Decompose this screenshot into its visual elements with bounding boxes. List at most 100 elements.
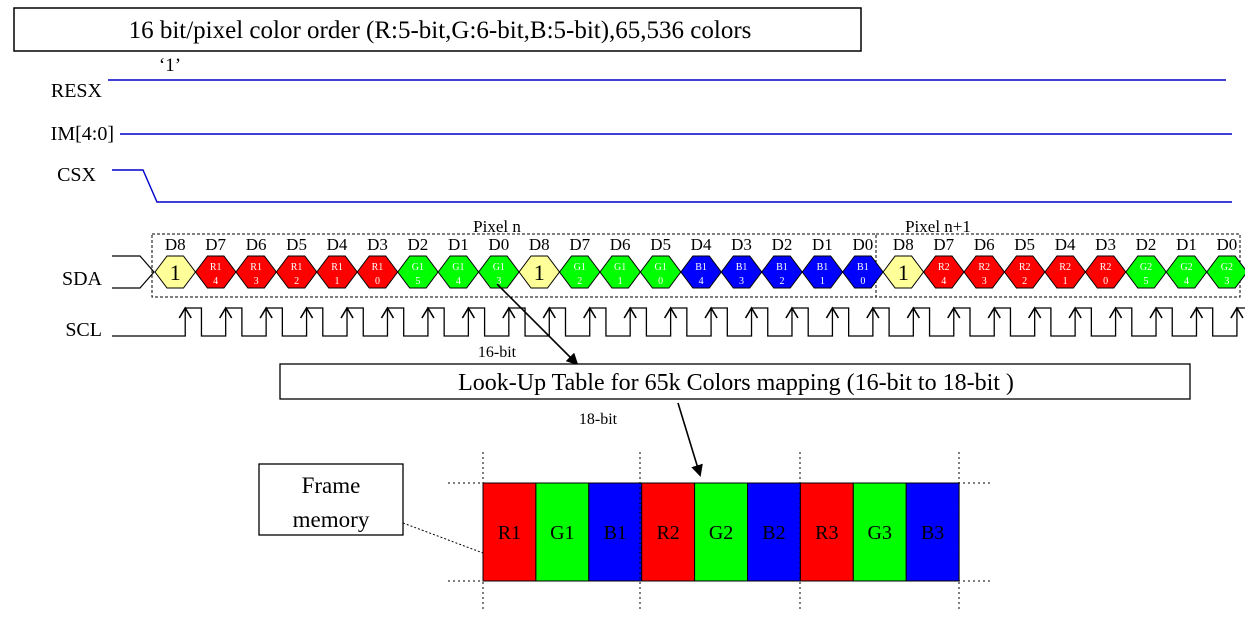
bit-label: D7 (205, 235, 226, 254)
sda-cell: G10 (639, 255, 682, 289)
sda-cell: R10 (356, 255, 399, 289)
bit-label: D3 (367, 235, 388, 254)
sda-cell-shape (1206, 255, 1245, 289)
bit-label: D5 (1014, 235, 1035, 254)
scl-waveform (112, 306, 1245, 337)
sda-cell: 1 (882, 255, 925, 289)
sda-cell: R23 (963, 255, 1006, 289)
frame-memory-connector (402, 522, 484, 554)
frame-memory-cell-label: R3 (815, 522, 838, 544)
bit-label: D3 (731, 235, 752, 254)
sda-cell-label: G1 (452, 262, 464, 273)
bit-label: D8 (893, 235, 914, 254)
sda-cell-bit-index: 4 (699, 276, 704, 287)
sda-cell-label: G2 (1180, 262, 1192, 273)
bit-labels: D8 D7 D6 D5 D4 D3 D2 D1 D0 D8 D7 D6 D5 D4 D3 D2 D1 D0 D8 D7… (165, 235, 1237, 254)
frame-memory-cell-label: B2 (762, 522, 785, 544)
bit-label: D1 (812, 235, 833, 254)
sda-cell-bit-index: 3 (1224, 276, 1229, 287)
bit-label: D6 (974, 235, 995, 254)
frame-memory-cell: B1 (588, 482, 643, 582)
sda-cell: B14 (680, 255, 722, 289)
sda-cell: B11 (801, 255, 844, 289)
sda-cell-label: G1 (493, 262, 505, 273)
sda-cell-bit-index: 5 (1144, 276, 1149, 287)
sda-cell-label: G1 (574, 262, 586, 273)
sda-cell: G23 (1206, 255, 1245, 289)
sda-cell: R12 (275, 255, 318, 289)
sda-cell: G11 (599, 255, 642, 289)
bit-label: D5 (650, 235, 671, 254)
bit-label: D2 (1136, 235, 1157, 254)
bit-label: D1 (448, 235, 469, 254)
sda-cell-bit-index: 4 (1184, 276, 1189, 287)
sda-cell-label: 1 (898, 260, 909, 285)
sda-cell-bit-index: 4 (941, 276, 946, 287)
sda-cell-label: B1 (857, 262, 869, 273)
diagram-title: 16 bit/pixel color order (R:5-bit,G:6-bi… (129, 17, 752, 44)
sda-cell-label: B1 (736, 262, 748, 273)
frame-memory-box: Frame memory (258, 463, 404, 536)
bit-label: D4 (1055, 235, 1076, 254)
lut-box: Look-Up Table for 65k Colors mapping (16… (279, 363, 1191, 400)
frame-memory-cell: G3 (852, 482, 907, 582)
bit-label: D0 (488, 235, 509, 254)
sda-cell: R24 (922, 255, 965, 289)
label-16bit: 16-bit (478, 344, 517, 361)
frame-memory-cell-label: G3 (868, 522, 892, 544)
sda-cell-label: R2 (1100, 262, 1112, 273)
sda-cell-label: G1 (614, 262, 626, 273)
pixel-n1-label: Pixel n+1 (905, 217, 971, 236)
frame-memory-cell: B3 (905, 482, 960, 582)
sda-cell-bit-index: 1 (1063, 276, 1068, 287)
sda-cell: R11 (316, 255, 358, 289)
sda-cell: B10 (842, 255, 884, 289)
sda-cell-bit-index: 3 (982, 276, 987, 287)
sda-cell-label: B1 (695, 262, 707, 273)
sda-cell-bit-index: 0 (1103, 276, 1108, 287)
scl-clock-line (112, 307, 1245, 337)
bit-label: D0 (852, 235, 873, 254)
sda-cell: R14 (194, 255, 237, 289)
sda-cell-bit-index: 3 (496, 276, 501, 287)
frame-memory-grid: R1 G1 B1 R2 G2 B2 R3 G3 B3 (482, 482, 960, 582)
frame-memory-cell-label: R2 (656, 522, 679, 544)
sda-cell: G24 (1165, 255, 1208, 289)
sda-cell-bit-index: 0 (658, 276, 663, 287)
sda-cell-label: G2 (1140, 262, 1152, 273)
sda-cell-label: 1 (170, 260, 181, 285)
sda-cell: 1 (518, 255, 561, 289)
sda-cell-label: R2 (938, 262, 950, 273)
bit-label: D4 (691, 235, 712, 254)
sda-cell-label: R1 (291, 262, 303, 273)
arrow-sda-to-lut (496, 283, 579, 366)
sda-cell-bit-index: 3 (739, 276, 744, 287)
frame-memory-cell: R3 (799, 482, 854, 582)
sda-cell-bit-index: 1 (335, 276, 340, 287)
signal-label-scl: SCL (65, 319, 102, 341)
sda-cell-label: R2 (1059, 262, 1071, 273)
sda-cell-label: G1 (655, 262, 667, 273)
sda-cell: B13 (720, 255, 763, 289)
frame-memory-cell-label: B3 (921, 522, 944, 544)
sda-cell: 1 (154, 255, 197, 289)
bit-label: D2 (772, 235, 793, 254)
signal-label-sda: SDA (62, 268, 103, 290)
sda-cell-bit-index: 2 (1022, 276, 1027, 287)
sda-cell-bit-index: 4 (213, 276, 218, 287)
frame-grid-guides (448, 452, 990, 612)
sda-cell-label: R1 (210, 262, 222, 273)
frame-memory-cell-label: R1 (498, 522, 521, 544)
sda-cell-label: B1 (776, 262, 788, 273)
frame-memory-cell-label: G1 (550, 522, 574, 544)
frame-memory-cell: R1 (482, 482, 537, 582)
frame-memory-cell: B2 (747, 482, 801, 582)
sda-cell-label: R2 (978, 262, 990, 273)
sda-cell-bit-index: 2 (294, 276, 299, 287)
bit-label: D2 (408, 235, 429, 254)
bit-label: D5 (286, 235, 307, 254)
frame-memory-line-2: memory (293, 507, 370, 532)
csx-waveform (112, 169, 1232, 203)
arrow-lut-to-frame (677, 402, 703, 477)
